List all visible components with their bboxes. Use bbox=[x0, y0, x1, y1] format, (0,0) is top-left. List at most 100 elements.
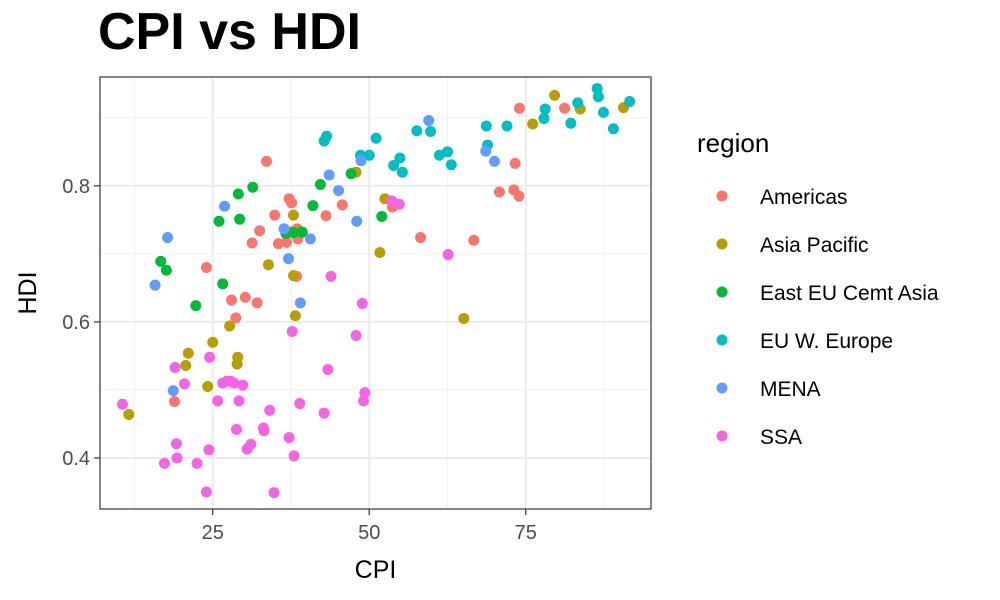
data-point bbox=[171, 452, 183, 464]
data-point bbox=[282, 253, 294, 265]
legend-key bbox=[716, 430, 728, 442]
data-point bbox=[262, 259, 274, 271]
legend-key bbox=[716, 190, 728, 202]
chart-title: CPI vs HDI bbox=[98, 3, 361, 61]
legend-title: region bbox=[697, 128, 769, 158]
data-point bbox=[289, 310, 301, 322]
data-point bbox=[191, 457, 203, 469]
data-point bbox=[296, 226, 308, 238]
x-axis-title: CPI bbox=[355, 556, 397, 584]
legend-key bbox=[716, 238, 728, 250]
data-point bbox=[182, 347, 194, 359]
data-point bbox=[591, 83, 603, 95]
data-point bbox=[251, 297, 263, 309]
data-point bbox=[607, 123, 619, 135]
data-point bbox=[565, 117, 577, 129]
legend-key bbox=[716, 334, 728, 346]
data-point bbox=[254, 225, 266, 237]
data-point bbox=[480, 145, 492, 157]
data-point bbox=[294, 297, 306, 309]
data-point bbox=[363, 149, 375, 161]
y-tick-label: 0.6 bbox=[62, 312, 90, 334]
data-point bbox=[539, 103, 551, 115]
data-point bbox=[190, 300, 202, 312]
data-points bbox=[117, 83, 636, 499]
data-point bbox=[345, 168, 357, 180]
data-point bbox=[376, 210, 388, 222]
data-point bbox=[323, 169, 335, 181]
data-point bbox=[245, 438, 257, 450]
y-axis-title: HDI bbox=[14, 271, 42, 314]
data-point bbox=[318, 407, 330, 419]
data-point bbox=[283, 432, 295, 444]
data-point bbox=[224, 320, 236, 332]
data-point bbox=[258, 425, 270, 437]
data-point bbox=[396, 166, 408, 178]
data-point bbox=[314, 178, 326, 190]
y-tick-label: 0.8 bbox=[62, 176, 90, 198]
data-point bbox=[370, 132, 382, 144]
grid-major bbox=[100, 77, 651, 509]
data-point bbox=[333, 185, 345, 197]
data-point bbox=[232, 351, 244, 363]
data-point bbox=[307, 200, 319, 212]
data-point bbox=[286, 197, 298, 209]
data-point bbox=[155, 255, 167, 267]
data-point bbox=[350, 330, 362, 342]
data-point bbox=[237, 379, 249, 391]
data-point bbox=[180, 359, 192, 371]
data-point bbox=[321, 130, 333, 142]
data-point bbox=[207, 336, 219, 348]
data-point bbox=[281, 236, 293, 248]
data-point bbox=[322, 364, 334, 376]
data-point bbox=[592, 91, 604, 103]
data-point bbox=[351, 215, 363, 227]
x-tick-label: 50 bbox=[358, 522, 380, 544]
data-point bbox=[572, 97, 584, 109]
data-point bbox=[442, 249, 454, 261]
data-point bbox=[356, 298, 368, 310]
data-point bbox=[468, 234, 480, 246]
data-point bbox=[247, 181, 259, 193]
data-point bbox=[117, 398, 129, 410]
data-point bbox=[597, 106, 609, 118]
data-point bbox=[158, 457, 170, 469]
data-point bbox=[294, 398, 306, 410]
data-point bbox=[179, 378, 191, 390]
data-point bbox=[225, 294, 237, 306]
data-point bbox=[234, 213, 246, 225]
data-point bbox=[160, 264, 172, 276]
data-point bbox=[415, 232, 427, 244]
y-axis-ticks: 0.4 0.6 0.8 bbox=[62, 176, 100, 470]
data-point bbox=[513, 190, 525, 202]
legend: region Americas Asia Pacific East EU Cemt … bbox=[697, 128, 939, 449]
data-point bbox=[501, 120, 513, 132]
x-tick-label: 75 bbox=[515, 522, 537, 544]
data-point bbox=[549, 89, 561, 101]
data-point bbox=[217, 278, 229, 290]
data-point bbox=[169, 396, 181, 408]
data-point bbox=[230, 423, 242, 435]
legend-key bbox=[716, 286, 728, 298]
data-point bbox=[123, 408, 135, 420]
data-point bbox=[169, 361, 181, 373]
y-tick-label: 0.4 bbox=[62, 448, 90, 470]
data-point bbox=[286, 325, 298, 337]
data-point bbox=[167, 385, 179, 397]
data-point bbox=[374, 247, 386, 259]
data-point bbox=[268, 487, 280, 499]
data-point bbox=[202, 381, 214, 393]
data-point bbox=[393, 198, 405, 210]
data-point bbox=[170, 438, 182, 450]
data-point bbox=[246, 237, 258, 249]
legend-items: Americas Asia Pacific East EU Cemt Asia EU … bbox=[716, 186, 939, 449]
data-point bbox=[149, 279, 161, 291]
data-point bbox=[358, 395, 370, 407]
data-point bbox=[355, 155, 367, 167]
data-point bbox=[200, 261, 212, 273]
data-point bbox=[278, 223, 290, 235]
data-point bbox=[514, 102, 526, 114]
data-point bbox=[230, 312, 242, 324]
